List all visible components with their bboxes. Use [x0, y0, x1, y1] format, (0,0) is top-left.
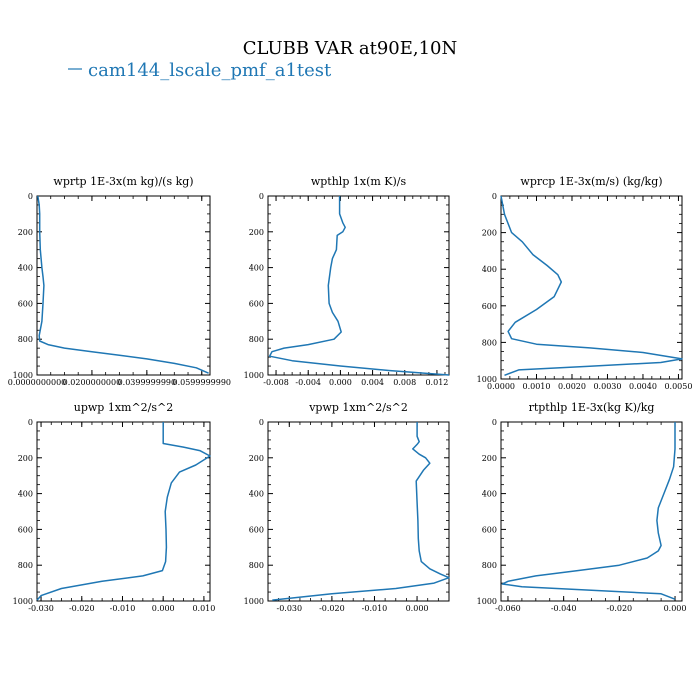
x-tick-label: 0.0399999990	[118, 378, 177, 387]
x-tick-label: 0.0000000000	[8, 378, 67, 387]
x-tick-label: -0.040	[551, 604, 577, 613]
y-tick-label: 400	[482, 490, 497, 499]
y-tick-label: 0	[259, 418, 264, 427]
x-tick-label: 0.0050	[664, 382, 692, 391]
chart-panel-1: wprtp 1E-3x(m kg)/(s kg) 0 200 400 600 800 100…	[8, 175, 231, 387]
series-line	[268, 196, 450, 376]
panel-title: wprtp 1E-3x(m kg)/(s kg)	[53, 175, 193, 188]
x-tick-label: -0.020	[607, 604, 633, 613]
y-tick-label: 0	[492, 192, 497, 201]
y-tick-label: 0	[28, 192, 33, 201]
chart-panel-2: wpthlp 1x(m K)/s 0 200 400 600 800 1000-0.008-…	[244, 175, 450, 387]
y-tick-label: 200	[18, 228, 33, 237]
plot-frame	[36, 421, 211, 602]
x-tick-label: -0.008	[263, 378, 289, 387]
x-tick-label: 0.0020	[558, 382, 586, 391]
chart-panel-4: upwp 1xm^2/s^2 0 200 400 600 800 1000-0.030 -0.…	[13, 401, 216, 613]
y-tick-label: 0	[259, 192, 264, 201]
series-line	[500, 195, 683, 377]
y-tick-label: 800	[18, 335, 33, 344]
series-line	[501, 422, 676, 600]
x-tick-label: -0.060	[495, 604, 521, 613]
y-tick-label: 1000	[244, 371, 264, 380]
y-tick-label: 200	[249, 454, 264, 463]
plot-frame	[267, 421, 450, 602]
plot-frame	[500, 421, 683, 602]
series-line	[36, 422, 211, 601]
y-tick-label: 200	[482, 229, 497, 238]
y-tick-label: 600	[18, 525, 33, 534]
y-tick-label: 400	[249, 490, 264, 499]
x-tick-label: 0.000	[406, 604, 429, 613]
series-line	[37, 195, 209, 374]
x-tick-label: 0.0010	[522, 382, 550, 391]
y-tick-label: 400	[482, 265, 497, 274]
x-tick-label: 0.0040	[629, 382, 657, 391]
x-tick-label: 0.012	[425, 378, 448, 387]
y-tick-label: 800	[249, 561, 264, 570]
x-tick-label: -0.030	[276, 604, 302, 613]
x-tick-label: 0.000	[152, 604, 175, 613]
y-tick-label: 1000	[13, 371, 33, 380]
x-tick-label: -0.010	[110, 604, 136, 613]
x-tick-label: 0.0000	[487, 382, 515, 391]
x-tick-label: 0.008	[393, 378, 416, 387]
x-tick-label: 0.0200000000	[63, 378, 122, 387]
y-tick-label: 800	[18, 561, 33, 570]
panel-title: wprcp 1E-3x(m/s) (kg/kg)	[520, 175, 662, 188]
plot-frame	[267, 195, 450, 376]
y-tick-label: 1000	[13, 597, 33, 606]
x-tick-label: -0.030	[28, 604, 54, 613]
y-tick-label: 600	[482, 302, 497, 311]
x-tick-label: -0.020	[69, 604, 95, 613]
y-tick-label: 400	[249, 264, 264, 273]
y-tick-label: 1000	[477, 375, 497, 384]
y-tick-label: 200	[249, 228, 264, 237]
y-tick-label: 600	[18, 299, 33, 308]
panel-title: wpthlp 1x(m K)/s	[311, 175, 407, 188]
y-tick-label: 0	[492, 418, 497, 427]
figure-title: CLUBB VAR at90E,10N	[243, 38, 458, 59]
panel-title: upwp 1xm^2/s^2	[74, 401, 174, 414]
y-tick-label: 600	[249, 299, 264, 308]
y-tick-label: 600	[249, 525, 264, 534]
plot-frame	[500, 195, 683, 380]
x-tick-label: -0.010	[362, 604, 388, 613]
y-tick-label: 800	[482, 338, 497, 347]
y-tick-label: 1000	[477, 597, 497, 606]
panel-title: vpwp 1xm^2/s^2	[308, 401, 408, 414]
y-tick-label: 600	[482, 525, 497, 534]
chart-panel-5: vpwp 1xm^2/s^2 0 200 400 600 800 1000 -0.030 -0.…	[244, 401, 450, 613]
x-tick-label: -0.020	[319, 604, 345, 613]
y-tick-label: 800	[249, 335, 264, 344]
legend-label: cam144_lscale_pmf_a1test	[88, 60, 332, 81]
y-tick-label: 200	[482, 454, 497, 463]
y-tick-label: 400	[18, 264, 33, 273]
x-tick-label: -0.004	[295, 378, 321, 387]
x-tick-label: 0.004	[361, 378, 384, 387]
chart-panel-6: rtpthlp 1E-3x(kg K)/kg02004006008001000-…	[477, 401, 687, 613]
series-line	[272, 422, 450, 601]
x-tick-label: 0.000	[329, 378, 352, 387]
x-tick-label: 0.000	[664, 604, 687, 613]
x-tick-label: 0.010	[192, 604, 215, 613]
chart-panels: wprtp 1E-3x(m kg)/(s kg) 0 200 400 600 800 100…	[8, 175, 693, 613]
panel-title: rtpthlp 1E-3x(kg K)/kg	[529, 401, 655, 414]
y-tick-label: 1000	[244, 597, 264, 606]
x-tick-label: 0.0599999990	[172, 378, 231, 387]
y-tick-label: 400	[18, 490, 33, 499]
y-tick-label: 200	[18, 454, 33, 463]
y-tick-label: 800	[482, 561, 497, 570]
chart-panel-3: wprcp 1E-3x(m/s) (kg/kg) 0 200 400 600 800 100…	[477, 175, 693, 391]
x-tick-label: 0.0030	[593, 382, 621, 391]
y-tick-label: 0	[28, 418, 33, 427]
